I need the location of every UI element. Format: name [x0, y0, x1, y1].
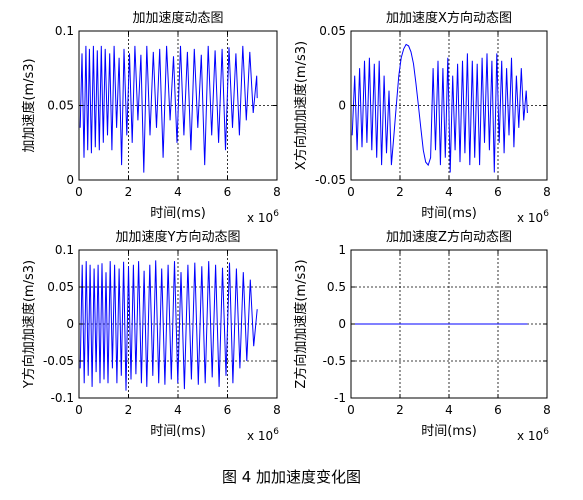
x-axis-multiplier-exponent: 6	[543, 209, 549, 219]
y-tick-label: 0.1	[55, 243, 74, 257]
y-tick-label: 0.1	[55, 24, 74, 38]
x-tick-label: 0	[347, 403, 355, 417]
x-axis-multiplier-exponent: 6	[273, 209, 279, 219]
x-tick-label: 0	[75, 403, 83, 417]
chart-title: 加加速度X方向动态图	[386, 10, 512, 26]
x-tick-label: 4	[174, 185, 182, 199]
x-axis-multiplier-exponent: 6	[273, 427, 279, 437]
x-axis-multiplier-exponent: 6	[543, 427, 549, 437]
x-axis-label: 时间(ms)	[421, 206, 477, 221]
y-tick-label: 0	[66, 173, 74, 187]
y-axis-label: X方向加加速度(m/s3)	[293, 41, 309, 170]
series-line-1	[79, 260, 258, 391]
y-axis-label: Y方向加加速度(m/s3)	[21, 260, 37, 389]
y-tick-label: -0.1	[51, 391, 74, 405]
x-tick-label: 6	[494, 185, 502, 199]
y-tick-label: -1	[334, 391, 346, 405]
x-tick-label: 8	[543, 185, 551, 199]
x-tick-label: 2	[396, 403, 404, 417]
x-tick-label: 2	[396, 185, 404, 199]
chart-title: 加加速度Z方向动态图	[386, 229, 512, 245]
x-axis-label: 时间(ms)	[421, 424, 477, 439]
y-tick-label: 0.05	[319, 24, 346, 38]
x-axis-multiplier: x 106	[247, 209, 279, 225]
series-line-1	[351, 43, 528, 173]
x-tick-label: 0	[347, 185, 355, 199]
y-tick-label: 1	[338, 243, 346, 257]
x-axis-multiplier: x 106	[517, 209, 549, 225]
x-tick-label: 2	[125, 185, 133, 199]
y-tick-label: 0.5	[327, 280, 346, 294]
x-axis-multiplier-base: x 10	[517, 429, 543, 443]
x-tick-label: 6	[224, 185, 232, 199]
y-tick-label: 0.05	[47, 99, 74, 113]
y-tick-label: -0.05	[43, 354, 74, 368]
figure-caption: 图 4 加加速度变化图	[221, 468, 362, 486]
x-axis-label: 时间(ms)	[150, 424, 206, 439]
y-tick-label: 0.05	[47, 280, 74, 294]
x-tick-label: 6	[494, 403, 502, 417]
y-axis-label: 加加速度(m/s3)	[21, 58, 37, 152]
x-tick-label: 8	[543, 403, 551, 417]
x-tick-label: 8	[273, 403, 281, 417]
x-tick-label: 4	[445, 403, 453, 417]
x-axis-multiplier: x 106	[517, 427, 549, 443]
x-tick-label: 8	[273, 185, 281, 199]
y-tick-label: -0.05	[315, 173, 346, 187]
x-axis-multiplier-base: x 10	[247, 211, 273, 225]
x-tick-label: 2	[125, 403, 133, 417]
x-axis-label: 时间(ms)	[150, 206, 206, 221]
y-tick-label: 0	[338, 99, 346, 113]
x-tick-label: 4	[445, 185, 453, 199]
x-tick-label: 4	[174, 403, 182, 417]
y-tick-label: 0	[338, 317, 346, 331]
y-tick-label: -0.5	[323, 354, 346, 368]
x-axis-multiplier-base: x 10	[517, 211, 543, 225]
x-axis-multiplier: x 106	[247, 427, 279, 443]
series-line-1	[79, 45, 258, 173]
chart-title: 加加速度Y方向动态图	[116, 229, 241, 245]
y-tick-label: 0	[66, 317, 74, 331]
y-axis-label: Z方向加加速度(m/s3)	[293, 259, 309, 388]
chart-title: 加加速度动态图	[132, 10, 223, 26]
x-axis-multiplier-base: x 10	[247, 429, 273, 443]
x-tick-label: 6	[224, 403, 232, 417]
x-tick-label: 0	[75, 185, 83, 199]
